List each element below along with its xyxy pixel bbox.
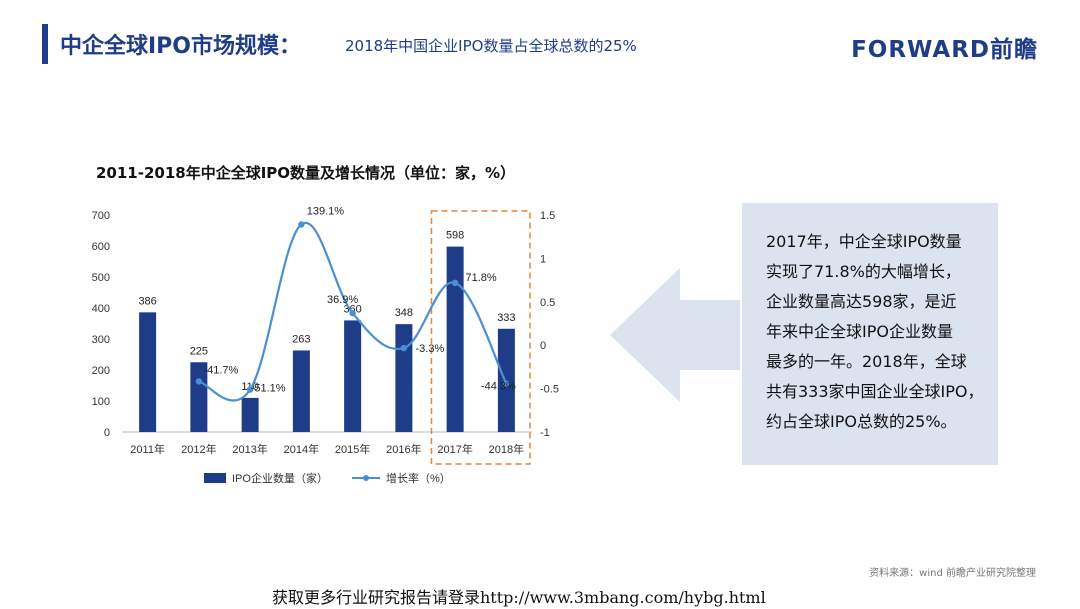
- bar: [241, 397, 259, 432]
- callout-line: 年来中企全球IPO企业数量: [766, 322, 953, 341]
- highlight-box: [430, 210, 531, 465]
- line-data-label: 36.9%: [327, 294, 358, 306]
- bar: [139, 312, 157, 432]
- callout-line: 最多的一年。2018年，全球: [766, 352, 967, 371]
- line-data-label: -3.3%: [416, 343, 445, 355]
- y-left-tick-label: 700: [92, 210, 110, 222]
- line-point: [451, 279, 459, 287]
- y-left-tick-label: 200: [92, 365, 110, 377]
- x-tick-label: 2012年: [181, 442, 216, 456]
- y-left-tick-label: 400: [92, 303, 110, 315]
- brand-logo: FORWARD前瞻: [851, 37, 1038, 63]
- x-tick-label: 2014年: [284, 442, 319, 456]
- source-note: 资料来源：wind 前瞻产业研究院整理: [869, 568, 1036, 579]
- bar-data-label: 598: [446, 230, 464, 242]
- line-data-label: -44.3%: [481, 381, 516, 393]
- arrow-left-icon: [610, 268, 740, 402]
- callout-box: 2017年，中企全球IPO数量 实现了71.8%的大幅增长， 企业数量高达598…: [742, 203, 998, 465]
- line-data-label: -51.1%: [251, 383, 286, 395]
- bar: [292, 350, 310, 432]
- y-left-tick-label: 0: [104, 427, 110, 439]
- page-title: 中企全球IPO市场规模：: [60, 34, 302, 59]
- legend-line-marker: [363, 475, 369, 481]
- bar-data-label: 225: [190, 345, 208, 357]
- legend-bar-swatch: [204, 473, 226, 483]
- x-tick-label: 2016年: [386, 442, 421, 456]
- line-point: [349, 309, 356, 317]
- line-point: [503, 380, 510, 387]
- line-point: [400, 344, 408, 352]
- y-right-tick-label: 1: [540, 253, 546, 265]
- x-tick-label: 2017年: [437, 442, 472, 456]
- bar: [395, 324, 413, 432]
- bar: [497, 328, 515, 432]
- x-tick-label: 2018年: [489, 442, 524, 456]
- page-subtitle: 2018年中国企业IPO数量占全球总数的25%: [345, 37, 637, 55]
- title-accent-bar: [42, 24, 48, 64]
- line-data-label: 139.1%: [307, 205, 345, 217]
- line-data-label: 71.8%: [466, 272, 497, 284]
- x-tick-label: 2015年: [335, 442, 370, 456]
- legend-line-label: 增长率（%）: [386, 471, 451, 485]
- bar-data-label: 348: [395, 307, 413, 319]
- line-point: [195, 378, 203, 385]
- callout-line: 企业数量高达598家，是近: [766, 292, 957, 311]
- bar: [344, 320, 362, 432]
- callout-line: 约占全球IPO总数的25%。: [766, 412, 957, 431]
- bar-data-label: 333: [497, 312, 515, 324]
- y-left-tick-label: 600: [92, 241, 110, 253]
- y-right-tick-label: 0: [540, 340, 546, 352]
- y-left-tick-label: 300: [92, 334, 110, 346]
- chart-canvas: 0 100 200 300 400 500 600 700 -1 -0.5 0 0.5 1 1.5 2011…: [92, 205, 740, 485]
- callout-line: 实现了71.8%的大幅增长，: [766, 262, 961, 281]
- y-right-tick-label: -0.5: [540, 384, 559, 396]
- line-data-label: -41.7%: [203, 364, 238, 376]
- y-left-tick-label: 100: [92, 396, 110, 408]
- chart-title: 2011-2018年中企全球IPO数量及增长情况（单位：家，%）: [96, 164, 516, 182]
- line-point: [298, 221, 305, 228]
- footer-link-text: 获取更多行业研究报告请登录http://www.3mbang.com/hybg.…: [272, 588, 766, 607]
- y-right-tick-label: 1.5: [540, 210, 555, 222]
- y-right-tick-label: -1: [540, 427, 550, 439]
- bar-data-label: 263: [292, 333, 310, 345]
- bar-data-label: 386: [138, 295, 156, 307]
- x-tick-label: 2011年: [130, 442, 165, 456]
- line-point: [246, 386, 254, 393]
- bar: [446, 246, 464, 432]
- callout-line: 2017年，中企全球IPO数量: [766, 232, 962, 251]
- x-tick-label: 2013年: [232, 442, 267, 456]
- callout-line: 共有333家中国企业全球IPO，: [766, 382, 984, 401]
- legend-bar-label: IPO企业数量（家）: [232, 471, 328, 485]
- bar: [190, 362, 208, 432]
- y-left-tick-label: 500: [92, 272, 110, 284]
- y-right-tick-label: 0.5: [540, 297, 555, 309]
